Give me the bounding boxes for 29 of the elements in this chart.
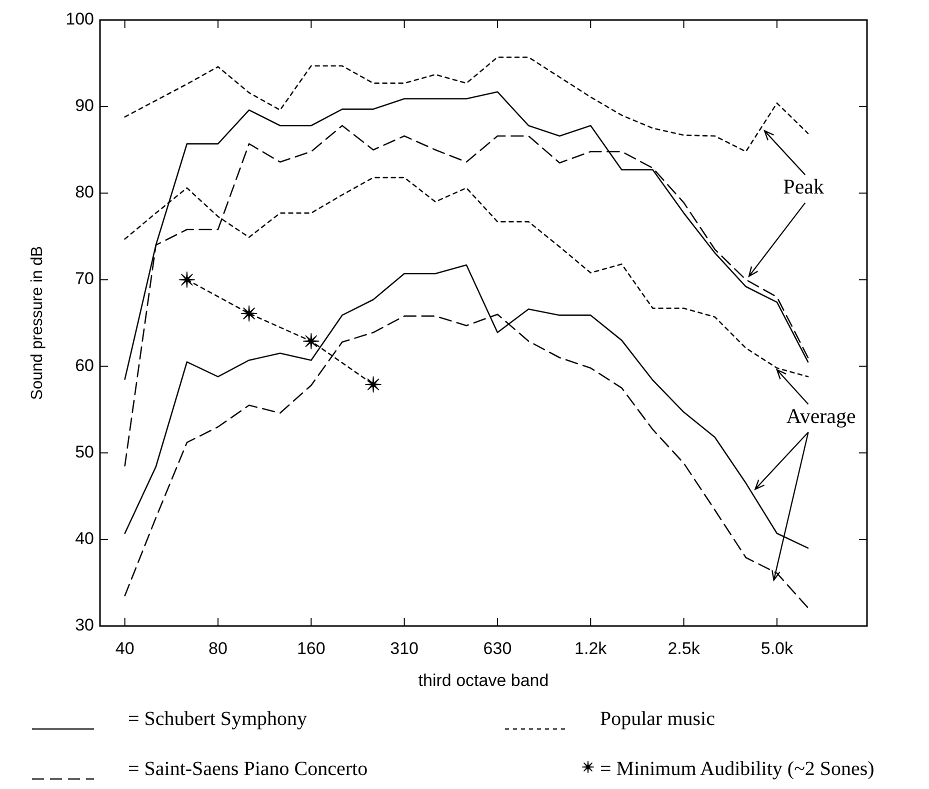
point: [364, 376, 382, 393]
x-axis-title: third octave band: [418, 671, 549, 690]
y-tick-label: 60: [75, 356, 94, 375]
point: [302, 332, 320, 350]
y-tick-label: 30: [75, 615, 94, 634]
x-tick-label: 160: [296, 639, 326, 658]
y-tick-label: 70: [75, 269, 94, 288]
x-tick-label: 40: [115, 639, 134, 658]
legend-label: = Schubert Symphony: [128, 708, 308, 730]
y-tick-label: 80: [75, 182, 94, 202]
x-tick-label: 5.0k: [760, 639, 794, 658]
x-tick-label: 310: [390, 639, 419, 658]
x-tick-label: 80: [208, 639, 228, 658]
annotation: Average: [786, 404, 856, 428]
point: [240, 305, 258, 322]
x-tick-label: 2.5k: [668, 639, 700, 658]
y-tick-label: 50: [75, 442, 94, 462]
point: [178, 271, 196, 288]
y-tick-label: 90: [75, 96, 94, 116]
line-series: [124, 56, 809, 152]
y-axis-title: Sound pressure in dB: [29, 246, 46, 400]
y-tick-label: 40: [75, 528, 94, 548]
x-tick-label: 1.2k: [574, 639, 608, 658]
x-tick-label: 630: [483, 639, 512, 658]
legend-label: = Saint-Saens Piano Concerto: [128, 758, 368, 780]
annotation: Peak: [783, 174, 824, 199]
y-tick-label: 100: [66, 9, 94, 28]
legend-label: = Minimum Audibility (~2 Sones): [600, 758, 874, 780]
legend-label: Popular music: [600, 708, 716, 730]
